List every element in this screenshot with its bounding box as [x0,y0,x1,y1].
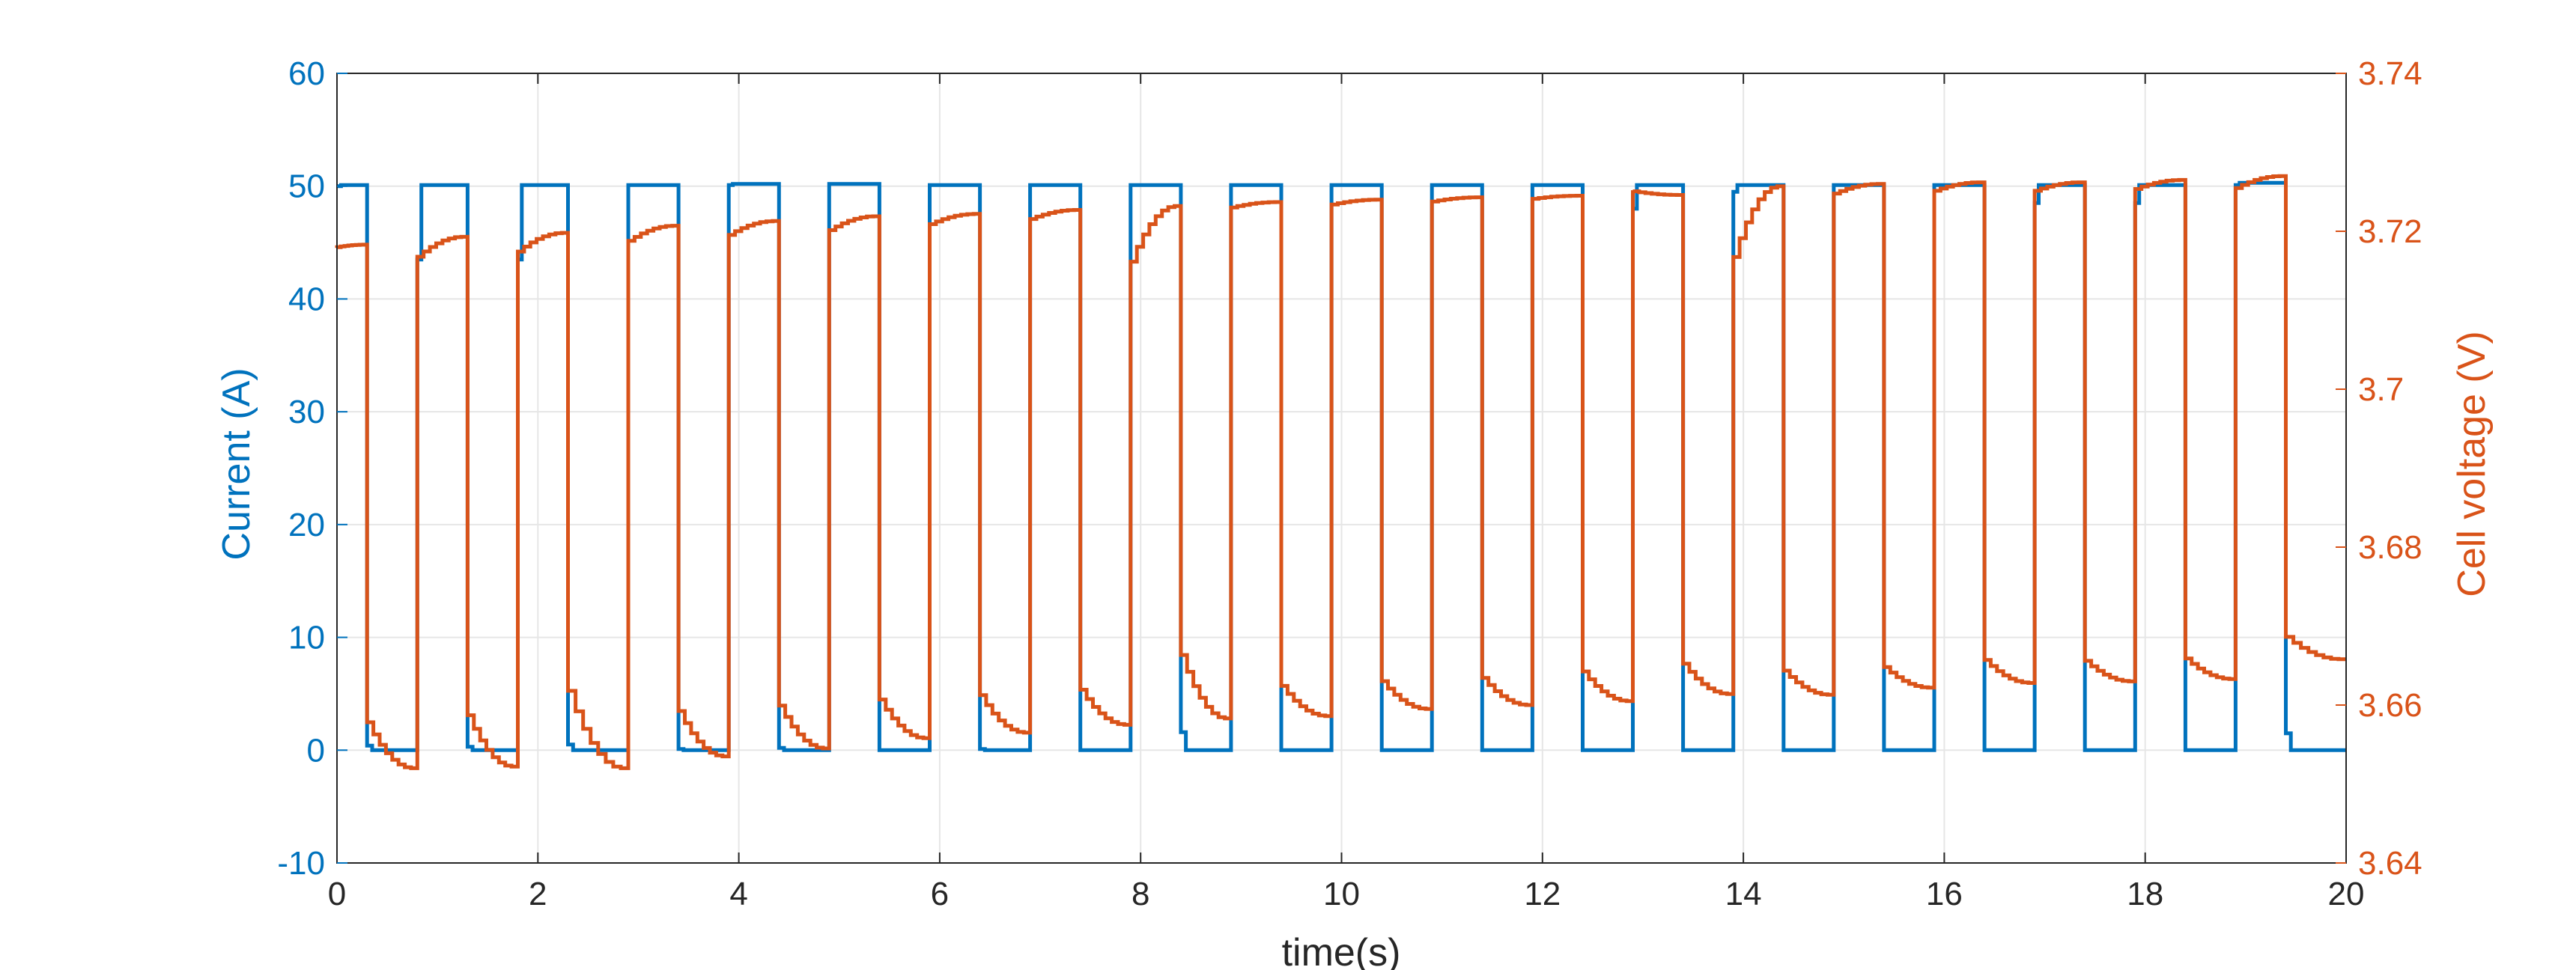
left-y-tick-label: 60 [288,55,325,92]
right-y-tick-label: 3.7 [2358,371,2404,408]
axis-ticks: 0 2 4 6 8 10 12 14 16 18 20-1001020304050603.643.6… [277,55,2422,912]
voltage-series-line [335,174,2346,770]
current-series-line [337,180,2346,752]
right-y-tick-label: 3.74 [2358,55,2422,92]
left-y-tick-label: 0 [307,732,325,769]
right-y-axis-title: Cell voltage (V) [2450,331,2494,597]
right-y-tick-label: 3.68 [2358,529,2422,566]
plot-series [335,174,2346,770]
x-axis-title: time(s) [1282,931,1401,970]
left-y-tick-label: 10 [288,620,325,656]
right-y-tick-label: 3.72 [2358,213,2422,250]
right-y-tick-label: 3.64 [2358,845,2422,882]
grid-lines [336,73,2347,864]
left-y-tick-label: -10 [277,845,325,882]
right-y-tick-label: 3.66 [2358,687,2422,724]
x-tick-label: 6 [931,876,949,912]
x-tick-label: 2 [529,876,547,912]
left-y-tick-label: 30 [288,394,325,430]
x-tick-label: 10 [1323,876,1360,912]
x-tick-label: 12 [1524,876,1561,912]
x-tick-label: 0 [328,876,346,912]
x-tick-label: 18 [2127,876,2163,912]
x-tick-label: 16 [1926,876,1963,912]
x-tick-label: 20 [2328,876,2365,912]
x-tick-label: 14 [1725,876,1762,912]
x-tick-label: 8 [1131,876,1149,912]
x-tick-label: 4 [729,876,747,912]
left-y-tick-label: 40 [288,281,325,317]
left-y-tick-label: 20 [288,507,325,543]
left-y-axis-title: Current (A) [215,367,258,560]
left-y-tick-label: 50 [288,168,325,205]
